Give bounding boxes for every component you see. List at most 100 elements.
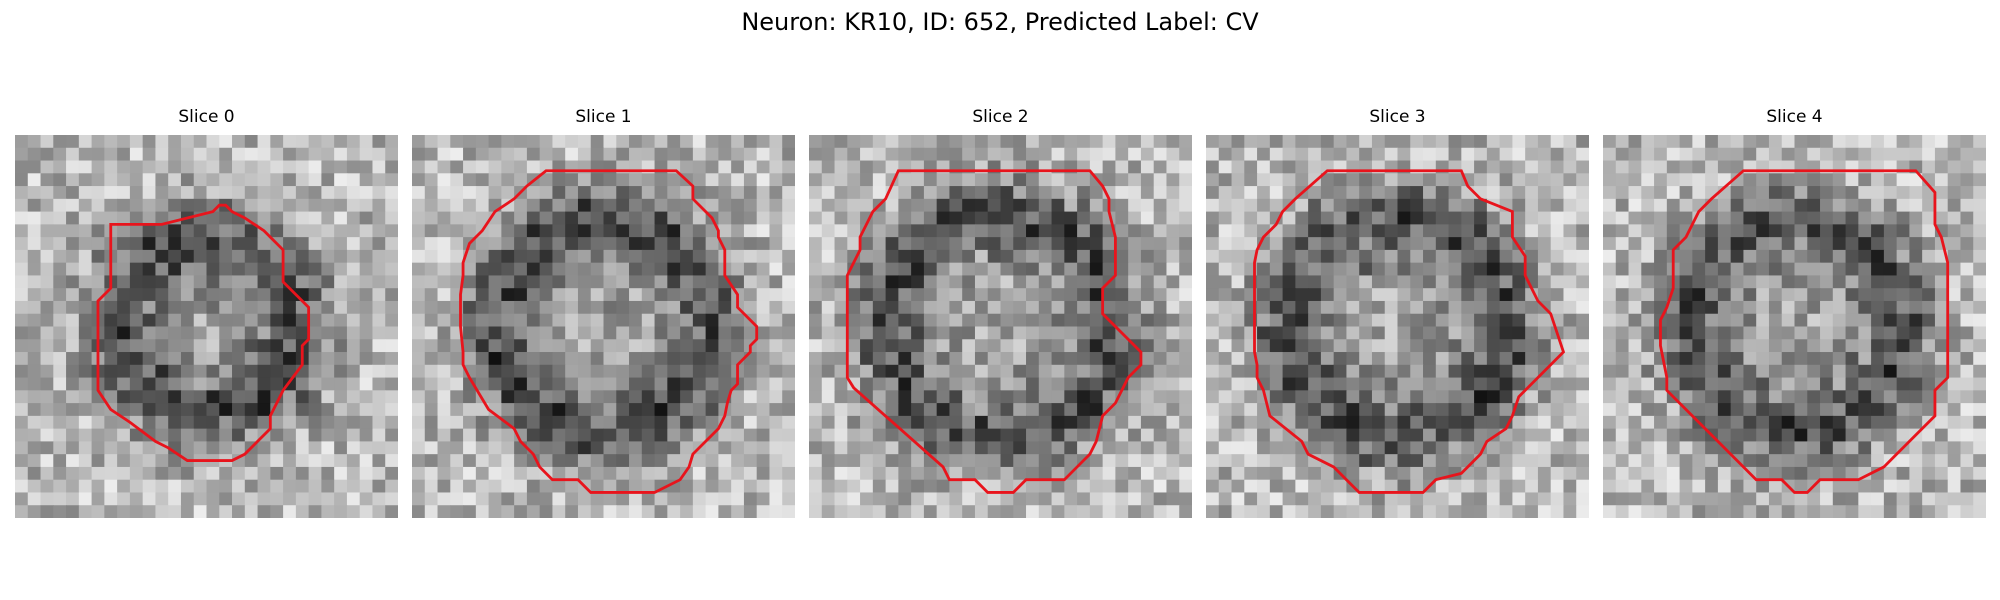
image-pixel	[412, 173, 426, 187]
image-pixel	[1371, 262, 1386, 276]
image-pixel	[168, 173, 182, 187]
image-pixel	[1603, 211, 1617, 225]
image-pixel	[1140, 364, 1155, 379]
image-pixel	[142, 224, 156, 238]
grayscale-pixel-grid	[15, 135, 398, 518]
image-pixel	[283, 237, 297, 251]
image-pixel	[1346, 224, 1360, 238]
image-pixel	[1140, 135, 1155, 149]
image-pixel	[705, 466, 719, 481]
image-pixel	[756, 275, 770, 289]
image-pixel	[1654, 466, 1668, 481]
image-pixel	[565, 275, 579, 289]
image-pixel	[809, 135, 823, 149]
image-pixel	[1384, 275, 1399, 289]
image-pixel	[1947, 403, 1961, 417]
image-pixel	[1244, 173, 1258, 187]
image-pixel	[1960, 135, 1974, 149]
image-pixel	[1153, 377, 1167, 391]
image-pixel	[1153, 135, 1167, 149]
image-pixel	[257, 249, 271, 264]
image-pixel	[1537, 288, 1552, 302]
image-pixel	[769, 313, 783, 328]
image-pixel	[1179, 454, 1192, 468]
image-pixel	[987, 313, 1002, 328]
image-pixel	[962, 352, 976, 366]
image-pixel	[1423, 492, 1437, 506]
image-pixel	[1820, 237, 1834, 251]
image-pixel	[53, 237, 67, 251]
image-pixel	[987, 390, 1002, 404]
image-pixel	[1654, 237, 1668, 251]
image-pixel	[488, 186, 502, 200]
image-pixel	[629, 479, 643, 493]
image-pixel	[1140, 313, 1155, 328]
image-pixel	[1115, 466, 1129, 481]
image-pixel	[1871, 224, 1885, 238]
image-pixel	[923, 479, 938, 493]
image-pixel	[1461, 224, 1475, 238]
image-pixel	[1000, 186, 1014, 200]
image-pixel	[590, 403, 605, 417]
image-pixel	[565, 262, 579, 276]
cell-contour	[459, 169, 759, 494]
image-pixel	[372, 339, 386, 353]
image-pixel	[1973, 377, 1986, 391]
image-pixel	[1973, 441, 1986, 455]
image-pixel	[1883, 403, 1898, 417]
image-pixel	[987, 249, 1002, 264]
image-pixel	[78, 352, 93, 366]
image-pixel	[1576, 300, 1589, 315]
image-pixel	[321, 339, 335, 353]
image-pixel	[424, 262, 439, 276]
image-pixel	[1666, 415, 1681, 430]
image-pixel	[1435, 428, 1450, 442]
image-pixel	[539, 428, 553, 442]
image-pixel	[782, 479, 795, 493]
image-pixel	[1320, 415, 1335, 430]
image-pixel	[743, 160, 758, 174]
image-pixel	[1128, 160, 1142, 174]
image-pixel	[1666, 466, 1681, 481]
image-pixel	[1730, 339, 1744, 353]
image-pixel	[1013, 441, 1027, 455]
image-pixel	[66, 390, 80, 404]
image-pixel	[949, 377, 963, 391]
image-pixel	[450, 492, 464, 506]
image-pixel	[412, 237, 426, 251]
image-pixel	[424, 288, 439, 302]
image-pixel	[1231, 249, 1245, 264]
image-pixel	[629, 135, 643, 149]
image-pixel	[1820, 186, 1834, 200]
image-pixel	[565, 466, 579, 481]
image-pixel	[756, 415, 770, 430]
image-pixel	[66, 339, 80, 353]
image-pixel	[1909, 364, 1923, 379]
image-pixel	[1820, 224, 1834, 238]
image-pixel	[1820, 441, 1834, 455]
image-pixel	[1102, 160, 1116, 174]
image-pixel	[1461, 364, 1475, 379]
image-pixel	[590, 339, 605, 353]
image-pixel	[974, 147, 989, 162]
figure-title: Neuron: KR10, ID: 652, Predicted Label: …	[741, 8, 1259, 36]
image-pixel	[1128, 441, 1142, 455]
image-pixel	[1179, 403, 1192, 417]
image-pixel	[372, 326, 386, 340]
image-pixel	[1000, 428, 1014, 442]
image-pixel	[1166, 211, 1180, 225]
image-pixel	[1179, 479, 1192, 493]
image-pixel	[1499, 403, 1513, 417]
image-pixel	[1486, 300, 1501, 315]
image-pixel	[847, 326, 861, 340]
image-pixel	[1153, 466, 1167, 481]
image-pixel	[372, 224, 386, 238]
image-pixel	[885, 466, 899, 481]
image-pixel	[1077, 135, 1091, 149]
image-pixel	[1871, 198, 1885, 213]
image-pixel	[359, 275, 373, 289]
image-pixel	[603, 390, 617, 404]
image-pixel	[514, 249, 528, 264]
image-pixel	[1563, 237, 1577, 251]
image-pixel	[40, 224, 54, 238]
